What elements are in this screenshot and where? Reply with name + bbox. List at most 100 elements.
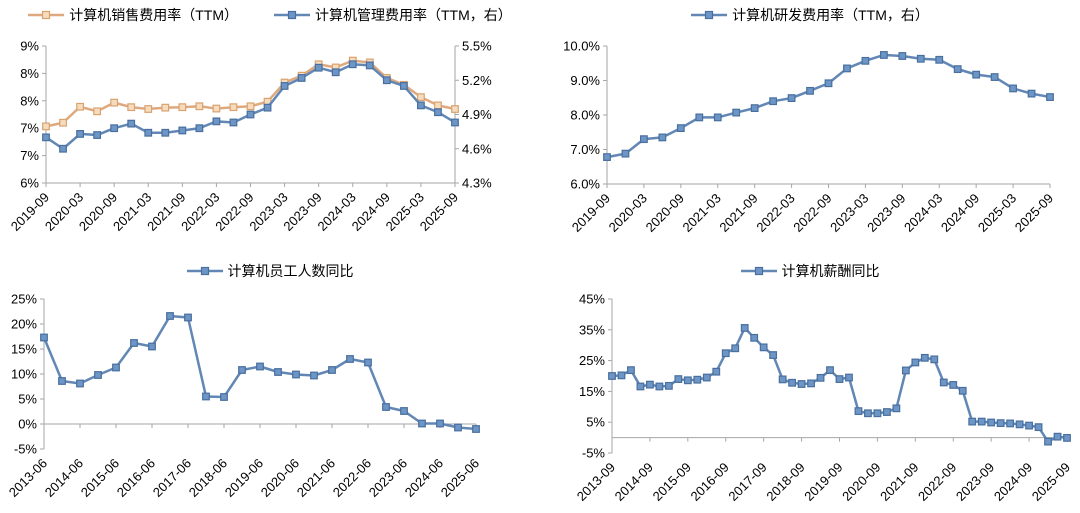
x-axis-tick-label: 2019-06 [222,456,266,500]
data-point-marker [732,108,741,117]
y-axis-tick-label: 8% [20,93,39,108]
x-axis-tick-label: 2019-09 [569,191,613,235]
legend-label: 计算机研发费用率（TTM，右） [732,7,929,23]
data-point-marker [968,417,977,426]
y-axis-tick-label: 5% [586,415,605,430]
data-point-marker [658,133,667,142]
data-point-marker [451,105,459,113]
y-axis-tick-label: 25% [579,353,605,368]
x-axis-tick-label: 2023-03 [827,191,871,235]
data-point-marker [712,367,721,376]
data-point-marker [892,404,901,413]
x-axis-tick-label: 2015-06 [78,456,122,500]
y-axis-tick-label: 8% [20,66,39,81]
data-point-marker [148,342,156,351]
data-point-marker [94,371,102,379]
chart-legend: 计算机员工人数同比 [0,256,540,286]
data-point-marker [451,118,459,127]
data-point-marker [472,425,480,433]
data-point-marker [93,131,102,139]
x-axis-tick-label: 2014-09 [612,460,656,504]
data-point-marker [418,419,426,428]
data-point-marker [788,378,797,387]
chart-plot-area: 9%8%8%7%7%6%5.5%5.2%4.9%4.6%4.3%2019-092… [8,39,492,234]
x-axis-tick-label: 2022-09 [915,460,959,504]
chart-sales-and-admin-expense-ratio: 计算机销售费用率（TTM） 计算机管理费用率（TTM，右） 9% 8% 8% 7% 7%… [0,0,540,256]
data-point-marker [1053,432,1062,441]
data-point-marker [93,107,102,116]
data-point-marker [212,104,221,113]
x-axis-tick-label: 2020-09 [643,191,687,235]
data-point-marker [1063,434,1071,442]
data-point-marker [621,149,630,158]
data-point-marker [400,407,408,415]
data-point-marker [1034,423,1043,432]
data-point-marker [399,82,408,90]
chart-employee-count-yoy: 计算机员工人数同比 25% 20% 15% 10% 5% 0% -5% 2013-06 2014… [0,256,540,513]
legend-item: 计算机销售费用率（TTM） [28,5,238,25]
y-axis-tick-label: 9.0% [570,73,600,88]
y-axis-tick-label: 8.0% [570,108,600,123]
data-point-marker [1044,437,1052,446]
data-point-marker [935,55,944,64]
data-point-marker [617,371,626,380]
y-axis-tick-label: 6% [20,176,39,191]
y-axis-tick-label: 6.0% [570,177,600,192]
data-point-marker [901,366,910,375]
data-point-marker [346,355,354,363]
data-point-marker [292,370,300,379]
data-point-marker [314,63,323,72]
secondary-y-axis-tick-label: 4.3% [462,176,492,191]
data-point-marker [76,379,84,388]
data-point-marker [759,343,768,352]
data-point-marker [331,68,340,77]
y-axis-tick-label: 45% [579,292,605,307]
data-point-marker [693,375,702,384]
data-point-marker [769,351,778,359]
data-point-marker [417,101,425,110]
data-point-marker [674,375,683,383]
data-point-marker [195,124,204,133]
data-point-marker [229,118,238,127]
chart-plot-area: 25% 20% 15% 10% 5% 0% -5%2013-062014-062015-06… [6,292,482,500]
x-axis-tick-label: 2024-06 [402,456,446,500]
x-axis-tick-label: 2019-09 [801,460,845,504]
data-point-marker [1006,419,1015,428]
data-point-marker [953,65,962,74]
data-point-marker [127,103,136,112]
data-point-marker [882,408,891,416]
data-point-marker [920,353,929,362]
data-point-marker [695,113,704,122]
data-point-marker [636,382,645,391]
data-point-marker [835,375,844,383]
data-point-marker [731,344,740,353]
data-point-marker [130,339,138,347]
x-axis-tick-label: 2020-03 [606,191,650,235]
x-axis-tick-label: 2021-03 [680,191,724,235]
secondary-y-axis-tick-label: 4.9% [462,107,492,122]
x-axis-tick-label: 2016-06 [114,456,158,500]
data-point-marker [178,126,187,135]
data-point-marker [713,113,722,122]
data-point-marker [608,372,616,380]
data-point-marker [195,102,204,111]
legend-label: 计算机员工人数同比 [227,263,354,279]
data-point-marker [365,61,374,70]
data-point-marker [797,380,806,388]
chart-plot-area: 45%35%25%15%5%-5%2013-092014-092015-0920… [574,292,1073,504]
x-axis-tick-label: 2013-09 [574,460,618,504]
x-axis-tick-label: 2025-06 [438,456,482,500]
data-point-marker [949,381,958,389]
x-axis-tick-label: 2024-03 [901,191,945,235]
x-axis-tick-label: 2020-09 [839,460,883,504]
y-axis-tick-label: 15% [579,384,605,399]
data-point-marker [1027,89,1036,98]
data-point-marker [110,98,119,107]
data-point-marker [778,375,787,384]
data-point-marker [59,144,67,153]
x-axis-tick-label: 2023-09 [864,191,908,235]
chart-rd-expense-ratio: 计算机研发费用率（TTM，右） 10.0% 9.0% 8.0% 7.0% 6.0% 201… [540,0,1080,256]
data-point-marker [76,102,84,111]
chart-legend: 计算机销售费用率（TTM） 计算机管理费用率（TTM，右） [0,0,540,30]
